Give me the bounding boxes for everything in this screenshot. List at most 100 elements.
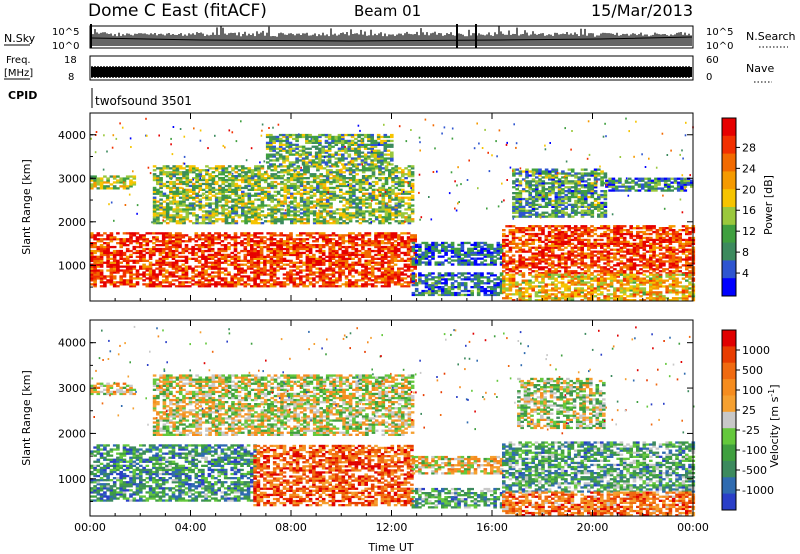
range-cell [410,184,415,188]
range-cell [269,234,274,237]
range-cell [318,141,322,144]
range-cell [155,263,159,266]
range-cell [210,283,215,286]
range-cell [308,283,313,286]
range-cell [288,133,293,137]
range-cell [159,180,163,184]
range-cell [397,247,401,251]
range-cell [342,167,346,170]
range-cell [161,267,166,270]
range-cell [119,265,123,268]
freq-strip: Freq. [MHz] 18 8 60 0 Nave [4,55,774,83]
range-cell [318,271,323,274]
range-cell [237,178,242,182]
range-cell [490,253,494,256]
range-cell [383,143,388,146]
range-cell [364,234,368,237]
range-cell [171,283,176,286]
range-cell [383,159,388,162]
range-cell [354,236,359,239]
range-cell [278,149,283,152]
range-cell [265,147,270,150]
range-cell [357,153,361,156]
range-cell [374,267,378,270]
range-cell [165,202,170,205]
range-cell [191,277,195,280]
range-cell [174,249,179,253]
range-cell [269,273,274,276]
range-cell [406,269,411,272]
range-cell [162,200,167,203]
range-cell [335,184,340,188]
range-cell [380,253,385,257]
range-cell [172,220,176,223]
range-cell [318,153,322,156]
range-cell [93,281,97,284]
range-cell [424,263,429,266]
range-cell [319,216,323,219]
range-cell [380,271,385,274]
range-cell [165,285,169,288]
range-cell [106,275,110,278]
range-cell [334,139,339,143]
range-cell [476,243,481,247]
range-cell [331,271,336,274]
range-cell [406,251,411,255]
range-cell [387,232,391,235]
range-cell [360,137,365,141]
range-cell [263,240,267,243]
range-cell [312,255,316,258]
range-cell [112,283,117,286]
range-cell [410,178,415,182]
range-cell [397,238,401,241]
range-cell [168,275,172,278]
range-cell [431,243,435,247]
range-cell [169,196,173,199]
range-cell [240,232,244,235]
range-cell [256,236,261,239]
range-cell [410,236,414,239]
range-cell [256,283,261,286]
range-cell [370,145,374,148]
range-cell [411,291,416,295]
range-cell [172,196,176,199]
range-cell [384,182,389,186]
range-cell [401,180,405,184]
range-cell [354,153,358,156]
range-cell [253,257,257,260]
range-cell [119,283,123,286]
range-cell [299,173,304,176]
range-cell [250,277,254,280]
range-cell [161,255,166,258]
range-cell [299,281,303,284]
range-cell [335,169,340,172]
range-cell [293,188,297,191]
range-cell [192,167,196,170]
range-cell [181,236,186,239]
range-cell [299,177,304,180]
range-cell [321,161,325,164]
range-cell [282,161,286,164]
range-cell [473,247,478,250]
range-cell [210,240,215,243]
range-cell [483,243,488,247]
range-cell [325,204,330,207]
range-cell [391,198,395,201]
range-cell [188,194,193,197]
range-cell [437,282,442,285]
range-cell [363,157,368,160]
range-cell [322,206,327,209]
range-cell [357,155,361,158]
range-cell [224,169,229,172]
range-cell [161,261,166,264]
range-cell [106,236,110,239]
range-cell [267,175,271,178]
range-cell [480,276,484,279]
range-cell [112,187,117,190]
range-cell [214,255,218,258]
range-cell [327,135,332,139]
range-cell [159,190,163,193]
range-cell [460,259,465,262]
range-cell [380,159,384,162]
range-cell [473,261,478,264]
